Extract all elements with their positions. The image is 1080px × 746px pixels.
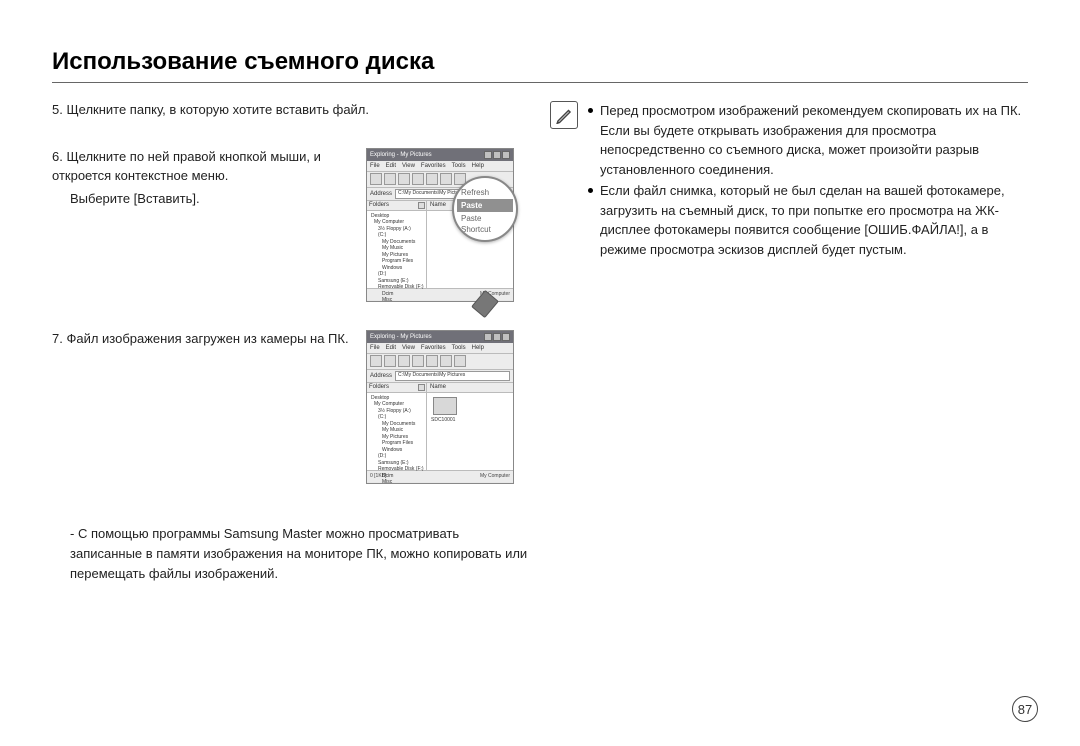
bottom-note: - С помощью программы Samsung Master мож… (52, 524, 530, 584)
notes-list: Перед просмотром изображений рекомендуем… (588, 101, 1028, 584)
menu-item: File (370, 344, 380, 353)
note-icon (550, 101, 578, 129)
toolbar-button (426, 355, 438, 367)
window-title: Exploring - My Pictures (370, 333, 432, 342)
tree-items: DesktopMy Computer3½ Floppy (A:)(C:)My D… (367, 211, 426, 302)
menu-item: Tools (452, 162, 466, 171)
menubar: File Edit View Favorites Tools Help (367, 161, 513, 172)
right-column: Перед просмотром изображений рекомендуем… (550, 101, 1028, 584)
screenshot-6-wrapper: Exploring - My Pictures File Edit View F… (366, 148, 514, 302)
toolbar-button (426, 173, 438, 185)
context-menu-item: Paste Shortcut (457, 212, 513, 236)
tree-node: Misc (368, 297, 425, 302)
window-buttons (484, 333, 510, 341)
tree-close-icon (418, 384, 425, 391)
toolbar (367, 354, 513, 370)
window-title: Exploring - My Pictures (370, 151, 432, 160)
maximize-icon (493, 151, 501, 159)
address-field: C:\My Documents\My Pictures (395, 371, 510, 381)
step-7-text: 7. Файл изображения загружен из камеры н… (52, 330, 352, 349)
thumbnail-label: SDC10001 (431, 417, 455, 424)
menu-item: Favorites (421, 162, 446, 171)
address-label: Address (370, 190, 392, 199)
menu-item: Help (472, 344, 484, 353)
address-bar: Address C:\My Documents\My Pictures (367, 370, 513, 383)
page-number: 87 (1012, 696, 1038, 722)
tree-header-label: Folders (369, 383, 389, 392)
menu-item: Tools (452, 344, 466, 353)
left-column: 5. Щелкните папку, в которую хотите вста… (52, 101, 530, 584)
menu-item: Edit (386, 344, 396, 353)
tree-header-label: Folders (369, 201, 389, 210)
menu-item: File (370, 162, 380, 171)
tree-close-icon (418, 202, 425, 209)
toolbar-button (440, 355, 452, 367)
window-titlebar: Exploring - My Pictures (367, 149, 513, 161)
page-title: Использование съемного диска (52, 48, 1028, 83)
step-6-text-block: 6. Щелкните по ней правой кнопкой мыши, … (52, 148, 352, 209)
context-menu-item-selected: Paste (457, 199, 513, 212)
folder-tree: Folders DesktopMy Computer3½ Floppy (A:)… (367, 201, 427, 288)
toolbar-button (398, 173, 410, 185)
tree-header: Folders (367, 383, 426, 393)
step-6-text: 6. Щелкните по ней правой кнопкой мыши, … (52, 148, 352, 186)
toolbar-button (454, 355, 466, 367)
window-buttons (484, 151, 510, 159)
menu-item: Help (472, 162, 484, 171)
toolbar-button (440, 173, 452, 185)
magnifier-lens: Refresh Paste Paste Shortcut (452, 176, 518, 242)
toolbar-button (412, 355, 424, 367)
tree-header: Folders (367, 201, 426, 211)
menu-item: View (402, 344, 415, 353)
address-label: Address (370, 372, 392, 381)
note-bullet: Перед просмотром изображений рекомендуем… (588, 101, 1028, 179)
toolbar-button (384, 173, 396, 185)
menu-item: Edit (386, 162, 396, 171)
step-5: 5. Щелкните папку, в которую хотите вста… (52, 101, 530, 120)
window-titlebar: Exploring - My Pictures (367, 331, 513, 343)
note-bullet: Если файл снимка, который не был сделан … (588, 181, 1028, 259)
view-header: Name (427, 383, 513, 393)
minimize-icon (484, 333, 492, 341)
tree-items: DesktopMy Computer3½ Floppy (A:)(C:)My D… (367, 393, 426, 484)
step-5-text: 5. Щелкните папку, в которую хотите вста… (52, 102, 369, 117)
toolbar-button (398, 355, 410, 367)
menubar: File Edit View Favorites Tools Help (367, 343, 513, 354)
close-icon (502, 333, 510, 341)
minimize-icon (484, 151, 492, 159)
toolbar-button (370, 173, 382, 185)
explorer-body: Folders DesktopMy Computer3½ Floppy (A:)… (367, 383, 513, 470)
step-7: 7. Файл изображения загружен из камеры н… (52, 330, 530, 484)
step-6: 6. Щелкните по ней правой кнопкой мыши, … (52, 148, 530, 302)
content: 5. Щелкните папку, в которую хотите вста… (52, 101, 1028, 584)
step-6-sub: Выберите [Вставить]. (70, 190, 352, 209)
maximize-icon (493, 333, 501, 341)
status-right: My Computer (480, 473, 510, 480)
folder-tree: Folders DesktopMy Computer3½ Floppy (A:)… (367, 383, 427, 470)
context-menu-item: Refresh (457, 186, 513, 199)
toolbar-button (384, 355, 396, 367)
tree-node: Misc (368, 479, 425, 484)
toolbar-button (370, 355, 382, 367)
file-view: Name SDC10001 (427, 383, 513, 470)
context-menu: Refresh Paste Paste Shortcut (454, 178, 516, 242)
toolbar-button (412, 173, 424, 185)
close-icon (502, 151, 510, 159)
explorer-screenshot-2: Exploring - My Pictures File Edit View F… (366, 330, 514, 484)
menu-item: View (402, 162, 415, 171)
image-thumbnail (433, 397, 457, 415)
menu-item: Favorites (421, 344, 446, 353)
